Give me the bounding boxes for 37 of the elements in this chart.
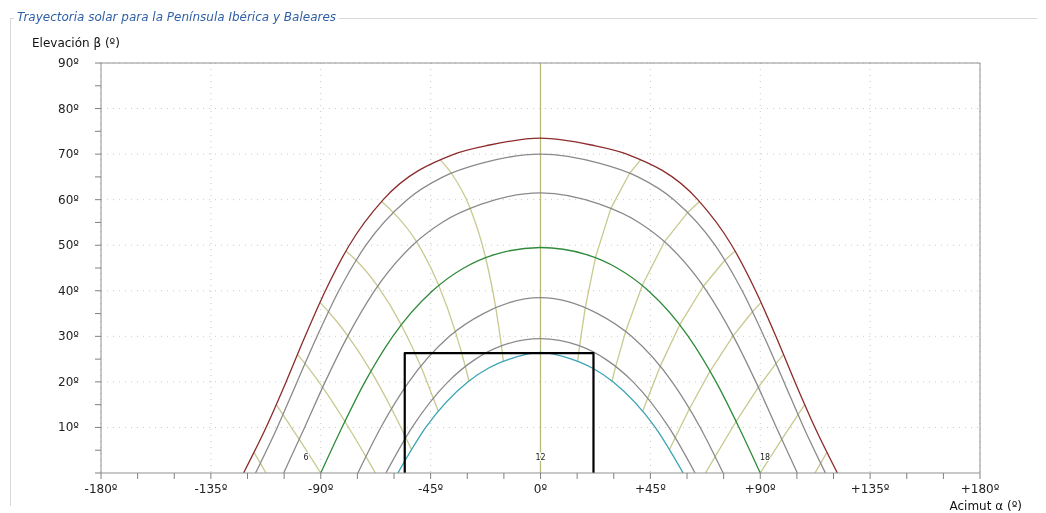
line-series [669,301,762,450]
chart-title: Trayectoria solar para la Península Ibérica y Baleares [14,10,340,24]
y-axis-title: Elevación β (º) [32,36,120,50]
y-tick-label: 60º [58,192,80,207]
y-tick-label: 10º [58,420,80,435]
y-tick-label: 90º [58,56,80,70]
x-tick-label: +90º [744,482,777,496]
line-series [439,158,505,363]
y-tick-label: 20º [58,374,80,389]
line-series [320,246,761,473]
line-series [759,404,806,473]
line-series [704,353,785,473]
line-series [397,351,684,473]
x-tick-label: -45º [417,482,444,496]
y-tick-label: 30º [58,329,80,344]
line-series [275,404,322,473]
y-tick-label: 50º [58,238,80,253]
x-tick-label: +45º [634,482,667,496]
y-tick-label: 80º [58,101,80,116]
annotation: 18 [760,452,771,462]
line-series [319,301,412,450]
line-series [380,200,470,382]
x-axis-title: Acimut α (º) [949,499,1022,513]
annotation: 6 [303,452,309,462]
y-tick-label: 70º [58,147,80,162]
x-tick-label: -90º [308,482,334,496]
line-series [576,158,642,363]
line-series [642,250,736,412]
y-tick-label: 40º [58,283,80,298]
x-tick-label: -180º [84,482,118,496]
x-tick-label: +135º [850,482,890,496]
x-tick-label: +180º [960,482,1000,496]
x-tick-label: -135º [194,482,228,496]
line-series [345,250,439,412]
line-series [611,200,701,382]
x-tick-label: 0º [533,482,548,496]
line-series [296,353,377,473]
